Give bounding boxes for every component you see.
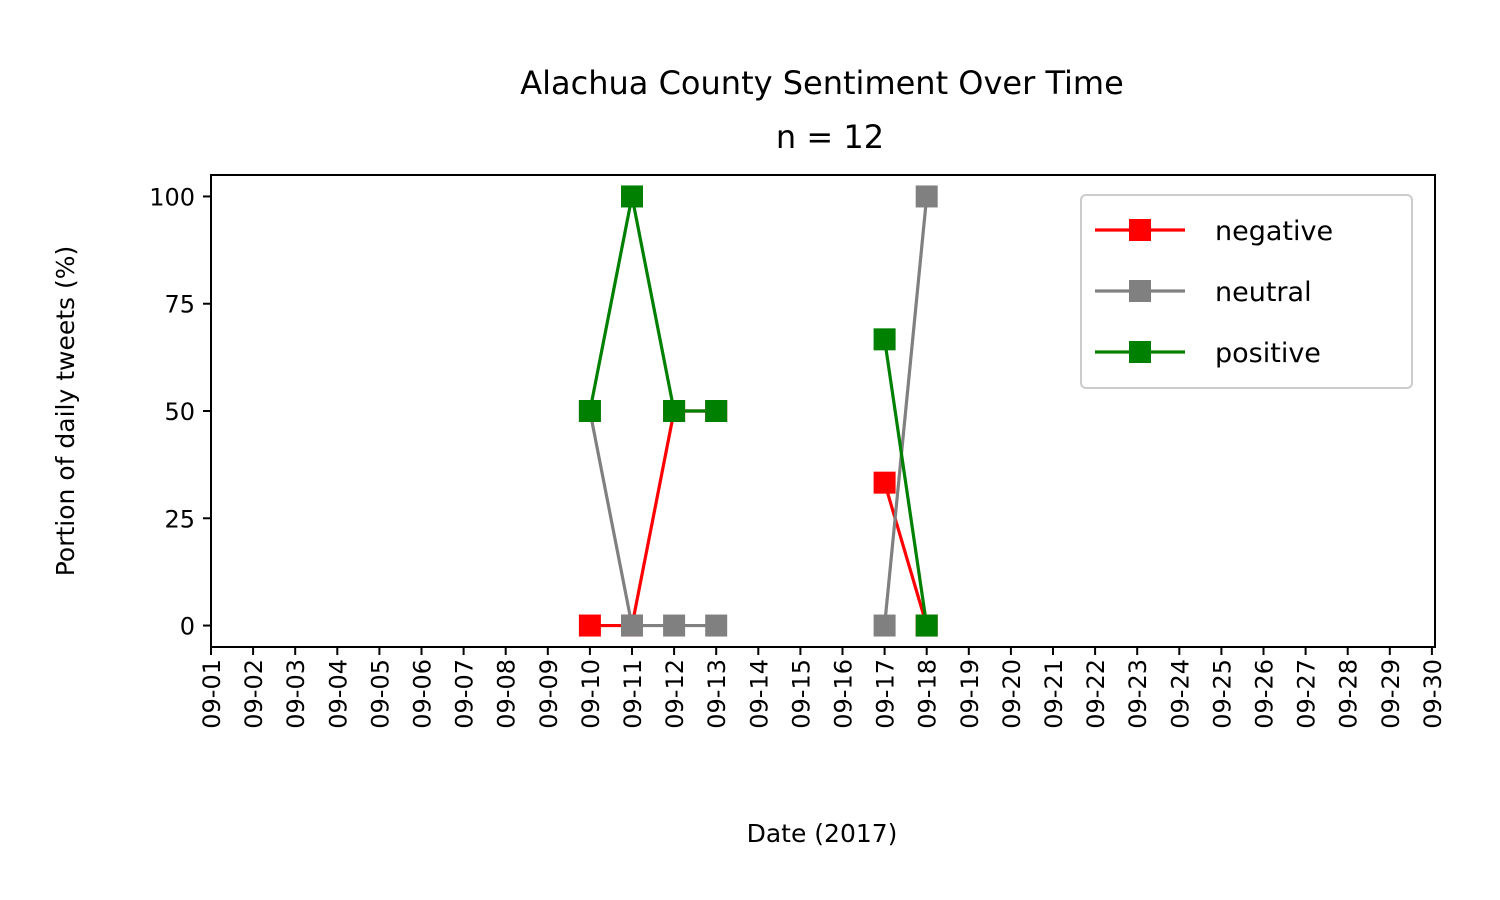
x-tick-label: 09-13 bbox=[703, 659, 731, 729]
x-tick-label: 09-17 bbox=[872, 659, 900, 729]
x-tick-label: 09-23 bbox=[1124, 659, 1152, 729]
x-tick-label: 09-22 bbox=[1082, 659, 1110, 729]
x-tick-label: 09-28 bbox=[1335, 659, 1363, 729]
legend: negative neutral positive bbox=[1080, 194, 1413, 389]
x-tick-label: 09-19 bbox=[956, 659, 984, 729]
plot-area bbox=[578, 185, 938, 637]
axis-ticks: 0 25 50 75 100 09-01 09-02 09-03 09-04 09-05 09-06… bbox=[149, 183, 1447, 728]
axes-frame bbox=[210, 174, 1436, 648]
legend-label-negative: negative bbox=[1215, 216, 1333, 247]
legend-marker-neutral bbox=[1129, 280, 1151, 302]
data-point-positive bbox=[578, 400, 601, 422]
series-line-negative bbox=[883, 482, 929, 626]
x-tick-label: 09-18 bbox=[914, 659, 942, 729]
data-point-positive bbox=[915, 614, 938, 637]
y-tick-label: 25 bbox=[164, 505, 195, 533]
x-tick-label: 09-10 bbox=[577, 659, 605, 729]
x-tick-label: 09-30 bbox=[1419, 659, 1447, 729]
data-point-positive bbox=[873, 328, 896, 351]
data-point-positive bbox=[621, 185, 643, 208]
x-tick-label: 09-11 bbox=[619, 659, 647, 729]
series-line-neutral bbox=[588, 410, 717, 628]
x-tick-label: 09-15 bbox=[787, 659, 815, 729]
x-tick-label: 09-06 bbox=[409, 659, 437, 729]
y-tick-label: 100 bbox=[149, 183, 195, 211]
y-axis-label: Portion of daily tweets (%) bbox=[51, 246, 80, 577]
x-tick-label: 09-27 bbox=[1293, 659, 1321, 729]
x-tick-label: 09-21 bbox=[1040, 659, 1068, 729]
x-tick-label: 09-20 bbox=[998, 659, 1026, 729]
legend-marker-negative bbox=[1129, 219, 1151, 241]
x-tick-label: 09-09 bbox=[535, 659, 563, 729]
x-tick-label: 09-02 bbox=[240, 659, 268, 729]
x-tick-label: 09-05 bbox=[366, 659, 394, 729]
x-tick-label: 09-04 bbox=[324, 659, 352, 729]
x-axis-label: Date (2017) bbox=[747, 819, 898, 848]
x-tick-label: 09-26 bbox=[1251, 659, 1279, 729]
chart-title: Alachua County Sentiment Over Time bbox=[520, 64, 1124, 102]
legend-label-neutral: neutral bbox=[1215, 277, 1312, 308]
series-line-positive bbox=[588, 196, 717, 413]
data-point-positive bbox=[705, 400, 728, 422]
x-tick-label: 09-08 bbox=[493, 659, 521, 729]
x-tick-label: 09-03 bbox=[282, 659, 310, 729]
x-tick-label: 09-16 bbox=[830, 659, 858, 729]
data-point-neutral bbox=[705, 614, 728, 637]
data-point-negative bbox=[873, 471, 896, 494]
series-line-positive bbox=[883, 339, 929, 626]
legend-label-positive: positive bbox=[1215, 338, 1321, 369]
data-point-neutral bbox=[915, 185, 938, 208]
y-tick-label: 75 bbox=[164, 291, 195, 319]
y-tick-label: 0 bbox=[180, 613, 195, 641]
x-tick-label: 09-07 bbox=[451, 659, 479, 729]
x-tick-label: 09-14 bbox=[745, 659, 773, 729]
series-line-neutral bbox=[883, 196, 929, 626]
data-point-positive bbox=[663, 400, 686, 422]
legend-marker-positive bbox=[1129, 341, 1151, 363]
chart-subtitle: n = 12 bbox=[776, 118, 884, 156]
data-point-neutral bbox=[621, 614, 643, 637]
x-tick-label: 09-01 bbox=[198, 659, 226, 729]
x-tick-label: 09-29 bbox=[1377, 659, 1405, 729]
data-point-neutral bbox=[663, 614, 686, 637]
data-point-negative bbox=[578, 614, 601, 637]
x-tick-label: 09-25 bbox=[1208, 659, 1236, 729]
data-point-neutral bbox=[873, 614, 896, 637]
x-tick-label: 09-24 bbox=[1166, 659, 1194, 729]
y-tick-label: 50 bbox=[164, 398, 195, 426]
series-line-negative bbox=[589, 409, 717, 628]
legend-box bbox=[1080, 194, 1413, 389]
x-tick-label: 09-12 bbox=[661, 659, 689, 729]
